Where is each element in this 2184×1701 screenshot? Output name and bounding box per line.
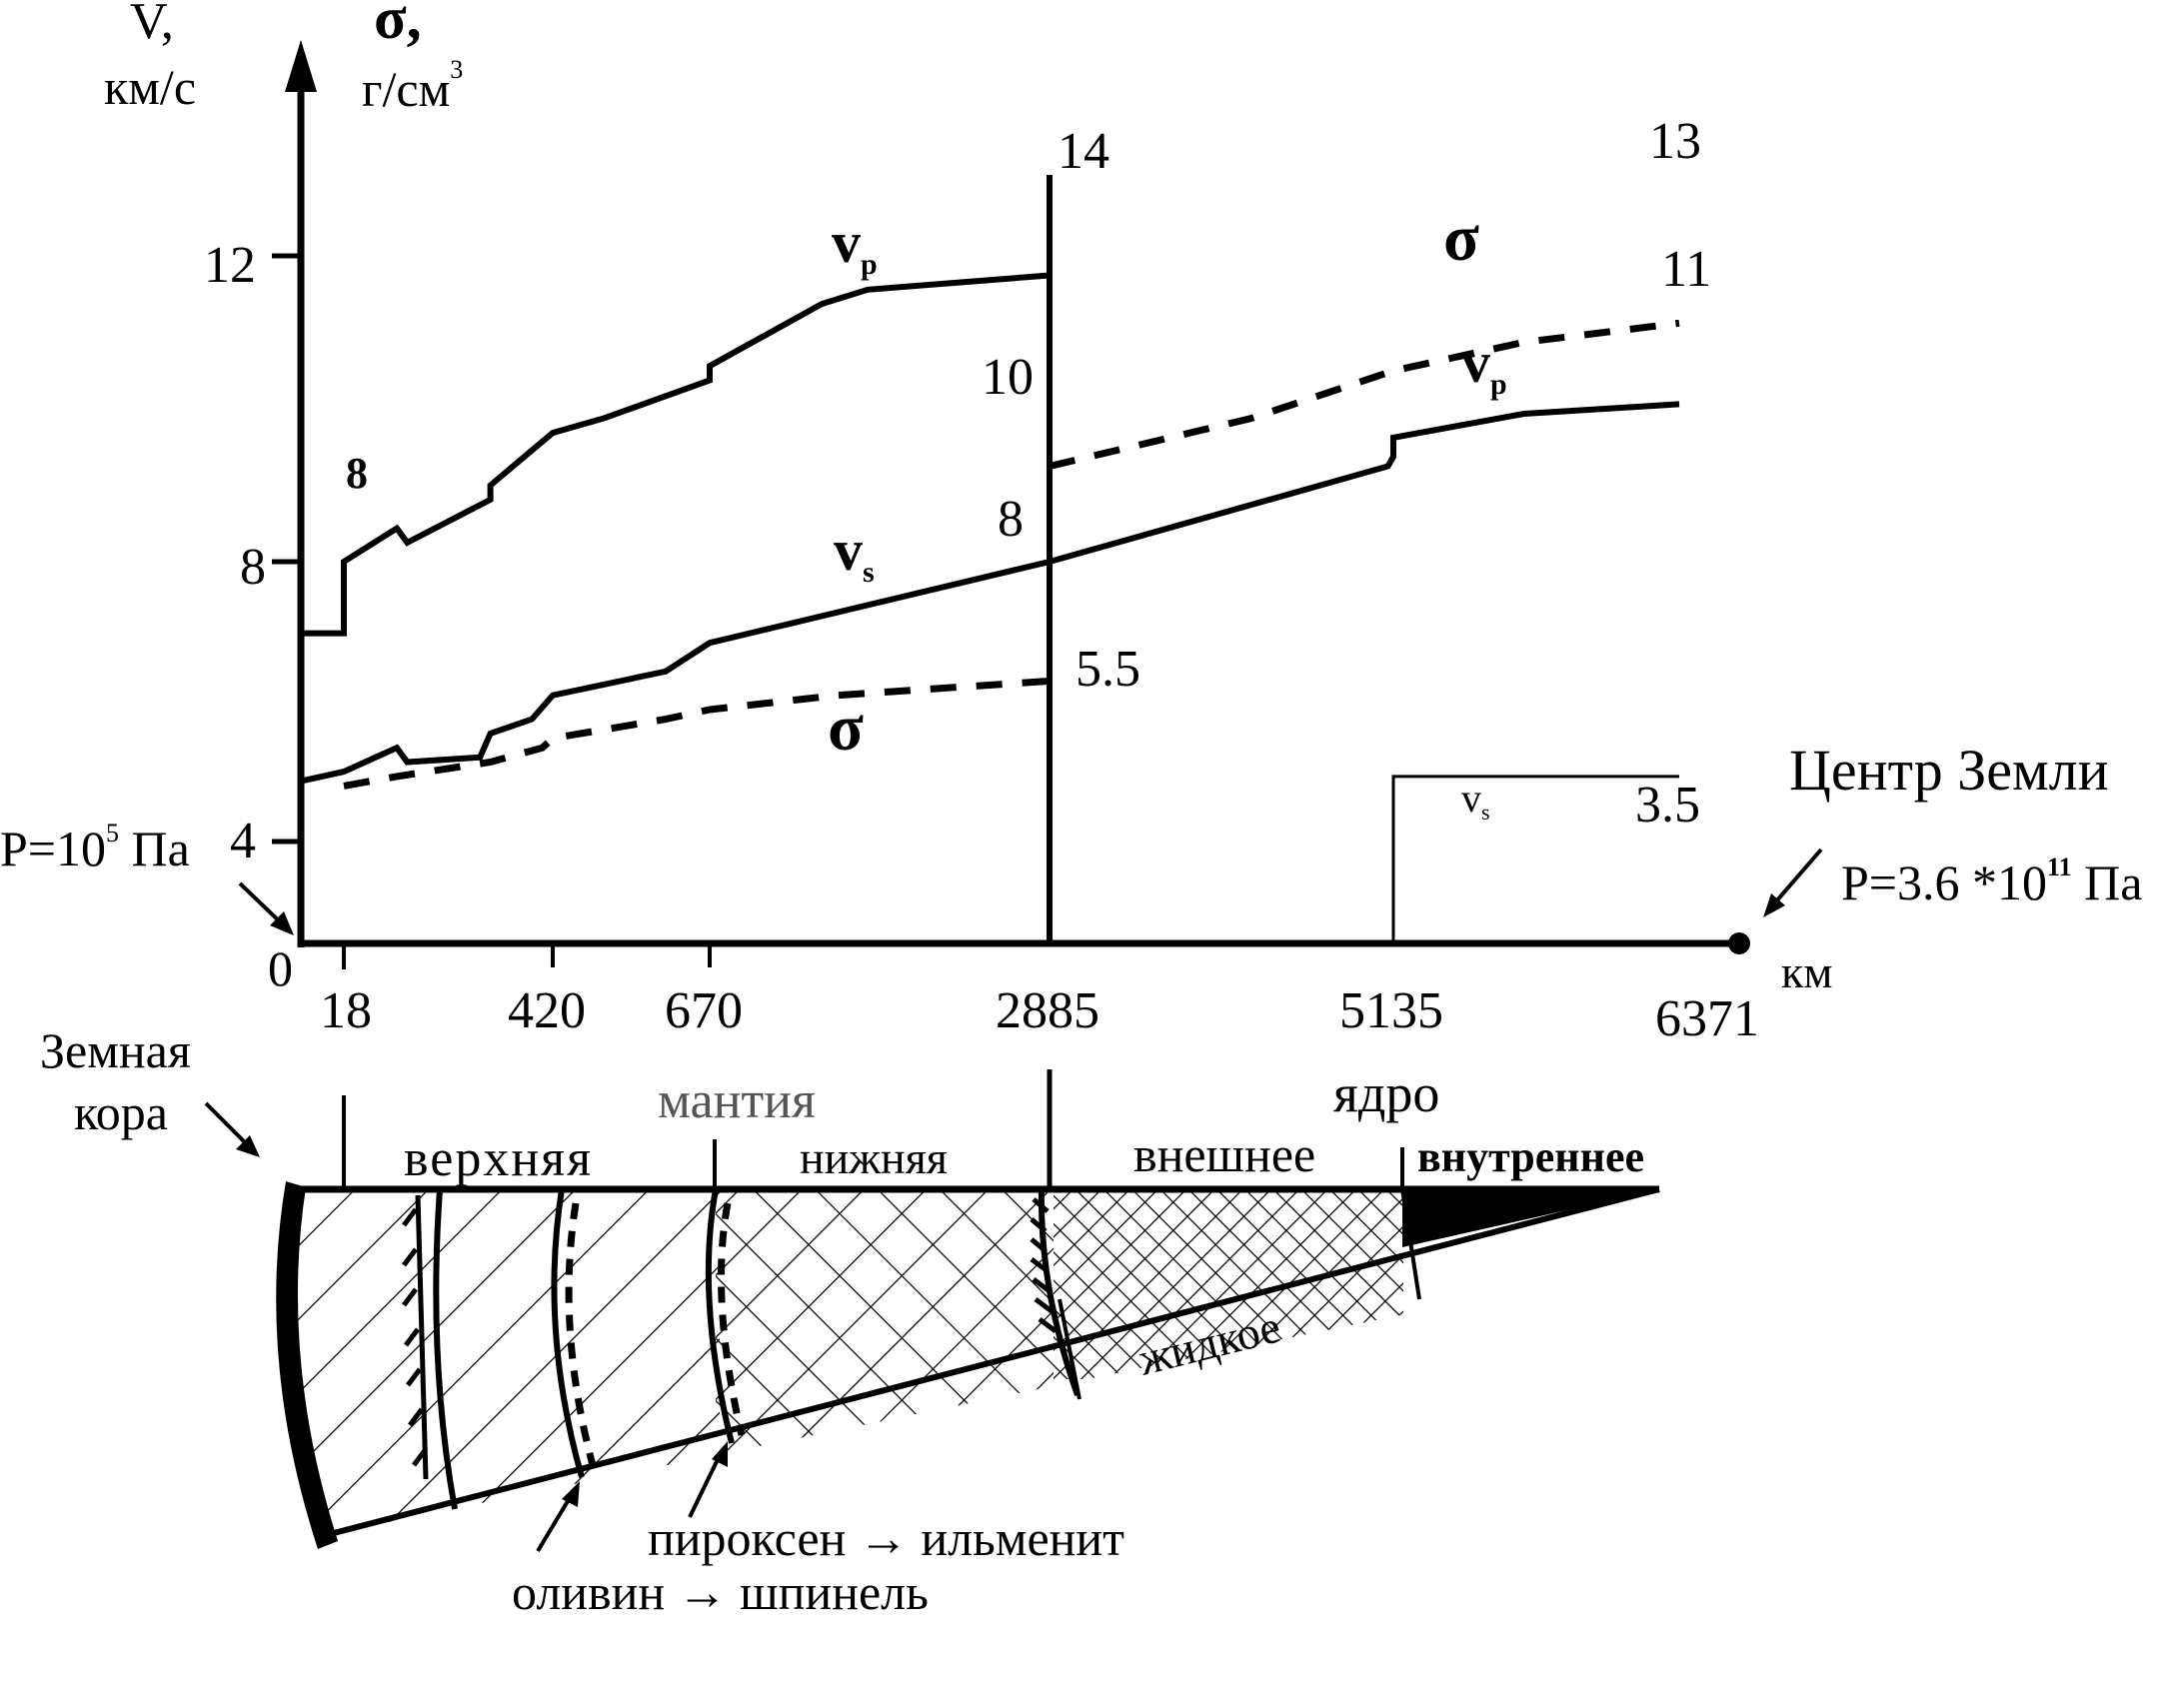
y-tick-label-8: 8 xyxy=(240,539,266,596)
center-pressure-unit: Па xyxy=(2072,854,2143,910)
x-tick-label-2885: 2885 xyxy=(996,982,1099,1039)
vs-mantle-label-sub: s xyxy=(863,556,875,589)
center-pressure-exp: 11 xyxy=(2047,852,2072,881)
cmb-comb xyxy=(1030,1197,1058,1333)
x-unit-label: км xyxy=(1781,946,1832,997)
vs-mantle-end-value: 8 xyxy=(998,491,1024,548)
center-pressure-arrowhead xyxy=(1763,893,1785,917)
x-tick-label-6371: 6371 xyxy=(1655,990,1759,1047)
x-tick-label-5135: 5135 xyxy=(1339,982,1443,1039)
y-unit-sigma-base: г/см xyxy=(362,61,450,117)
center-pressure: P=3.6 *1011 Па xyxy=(1841,852,2142,910)
sigma-mantle-end-value: 5.5 xyxy=(1076,641,1140,698)
boundary-olivine-spinel-dashed xyxy=(565,1202,598,1470)
boundary-inner-outer xyxy=(1400,1188,1421,1300)
origin-label: 0 xyxy=(268,940,293,996)
curve-annotations: vp 8 14 vs 8 σ 5.5 σ 10 13 vp 11 vs 3.5 xyxy=(346,113,1711,834)
series-line-0 xyxy=(301,272,1051,637)
boundary-upper-lower xyxy=(705,1188,735,1444)
vp-core-label: vp xyxy=(1461,330,1507,401)
section-labels: Земная кора мантия ядро верхняя нижняя в… xyxy=(40,1022,1644,1620)
vp-mantle-label-sub: p xyxy=(861,248,878,281)
vs-core-label-main: v xyxy=(1461,776,1481,821)
y-tick-label-12: 12 xyxy=(204,237,256,294)
inner-core-label: внутреннее xyxy=(1417,1132,1644,1181)
vs-mantle-label: vs xyxy=(834,518,875,589)
vs-core-label: vs xyxy=(1461,776,1490,825)
mantle-label: мантия xyxy=(658,1072,816,1129)
earth-center-dot xyxy=(1728,932,1750,954)
surface-pressure-arrowhead xyxy=(270,911,294,935)
sigma-mantle-label: σ xyxy=(828,692,864,765)
boundary-moho-region xyxy=(433,1188,458,1510)
series-line-4 xyxy=(1049,401,1680,565)
x-tick-label-670: 670 xyxy=(665,982,743,1039)
vp-mantle-start-value: 8 xyxy=(346,449,368,498)
vs-core-label-sub: s xyxy=(1481,800,1490,825)
series-line-3 xyxy=(1049,319,1680,470)
upper-mantle-label: верхняя xyxy=(404,1130,593,1187)
sigma-core-end-value: 13 xyxy=(1649,113,1701,170)
crust-arrowhead xyxy=(236,1135,260,1157)
pyroxene-arrowhead xyxy=(712,1441,728,1467)
pressure-labels: P=105 Па Центр Земли P=3.6 *1011 Па xyxy=(0,738,2142,935)
vp-core-label-main: v xyxy=(1461,330,1490,395)
boundary-olivine-spinel xyxy=(551,1188,585,1478)
crust-label-line1: Земная xyxy=(40,1022,191,1078)
vp-core-end-value: 11 xyxy=(1661,241,1711,298)
x-tick-label-420: 420 xyxy=(508,982,586,1039)
sigma-core-start-value: 10 xyxy=(982,349,1034,406)
series-line-2 xyxy=(343,677,1051,790)
pyroxene-transition-label: пироксен → ильменит xyxy=(648,1510,1124,1566)
y-unit-sigma-exp: 3 xyxy=(450,55,463,84)
y-label-sigma: σ, xyxy=(374,0,422,51)
sigma-core-label: σ xyxy=(1443,202,1479,275)
earth-center-title: Центр Земли xyxy=(1789,738,2109,803)
vp-core-label-sub: p xyxy=(1490,368,1507,401)
upper-mantle-hatch xyxy=(290,1189,720,1534)
core-label: ядро xyxy=(1333,1063,1439,1123)
olivine-arrowhead xyxy=(562,1481,580,1507)
surface-pressure: P=105 Па xyxy=(0,819,190,876)
surface-pressure-unit: Па xyxy=(119,821,190,876)
center-pressure-base: P=3.6 *10 xyxy=(1841,854,2047,910)
series-line-1 xyxy=(300,559,1051,785)
axis-labels: V, км/с σ, г/см3 12 8 4 0 18 420 670 288… xyxy=(104,0,1832,1047)
crust-arc xyxy=(276,1181,338,1549)
y-axis-arrow xyxy=(285,40,317,92)
cmb-extension xyxy=(1058,1298,1082,1400)
lower-mantle-label: нижняя xyxy=(800,1132,948,1183)
vp-mantle-label-main: v xyxy=(832,210,861,275)
chart-curves xyxy=(300,272,1680,943)
boundary-upper-lower-dashed xyxy=(718,1202,746,1436)
y-unit-sigma: г/см3 xyxy=(362,55,463,117)
outer-core-label: внешнее xyxy=(1133,1126,1315,1182)
surface-pressure-exp: 5 xyxy=(106,819,119,848)
surface-pressure-base: P=10 xyxy=(0,821,106,876)
vs-core-value: 3.5 xyxy=(1635,777,1700,834)
vp-mantle-end-value: 14 xyxy=(1058,123,1109,180)
pyroxene-arrow xyxy=(688,1450,724,1518)
series-line-5 xyxy=(1391,775,1679,943)
vp-mantle-label: vp xyxy=(832,210,878,281)
y-tick-label-4: 4 xyxy=(230,813,256,869)
section-bottom-edge xyxy=(329,1186,1660,1537)
x-tick-label-18: 18 xyxy=(320,982,372,1039)
vs-mantle-label-main: v xyxy=(834,518,863,583)
y-label-v: V, xyxy=(130,0,174,50)
y-unit-v: км/с xyxy=(104,59,196,115)
olivine-transition-label: оливин → шпинель xyxy=(512,1564,929,1620)
upper-mantle-comb xyxy=(402,1194,429,1480)
crust-label-line2: кора xyxy=(74,1084,168,1140)
